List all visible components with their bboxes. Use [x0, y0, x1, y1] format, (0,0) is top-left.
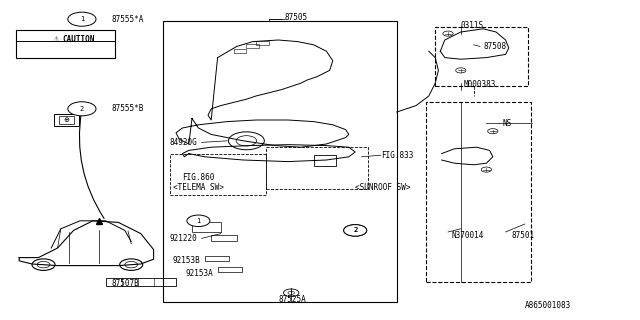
Text: ⊕: ⊕ [63, 117, 70, 123]
Bar [435, 27, 528, 86]
Bar [246, 44, 259, 48]
Bar [426, 102, 531, 282]
Bar [256, 41, 269, 45]
Text: 2: 2 [80, 106, 84, 112]
Text: 2: 2 [353, 228, 357, 233]
Text: <TELEMA SW>: <TELEMA SW> [173, 183, 223, 192]
Bar [106, 278, 176, 286]
Bar [170, 154, 266, 195]
Text: 0311S: 0311S [461, 21, 484, 30]
Circle shape [344, 225, 367, 236]
Circle shape [344, 225, 367, 236]
Text: 92153A: 92153A [186, 269, 213, 278]
Text: 87501: 87501 [512, 231, 535, 240]
Text: ⚠: ⚠ [53, 35, 60, 44]
Text: M000383: M000383 [464, 80, 497, 89]
Text: 87505: 87505 [285, 13, 308, 22]
Text: 87507B: 87507B [112, 279, 140, 288]
Text: 87525A: 87525A [278, 295, 306, 304]
Circle shape [68, 12, 96, 26]
Bar [16, 30, 115, 58]
Circle shape [120, 259, 143, 270]
Bar [205, 256, 229, 261]
Text: <SUNROOF SW>: <SUNROOF SW> [355, 183, 411, 192]
Circle shape [32, 259, 55, 270]
Bar [266, 147, 368, 189]
Text: 87555*B: 87555*B [112, 104, 145, 113]
Text: 87555*A: 87555*A [112, 15, 145, 24]
Bar [163, 21, 397, 302]
Text: 2: 2 [353, 228, 357, 233]
Bar [59, 116, 74, 124]
Text: N370014: N370014 [451, 231, 484, 240]
Text: FIG.833: FIG.833 [381, 151, 413, 160]
Text: 1: 1 [80, 16, 84, 22]
Text: A865001083: A865001083 [525, 301, 571, 310]
Text: 1: 1 [196, 218, 200, 224]
Text: FIG.860: FIG.860 [182, 173, 215, 182]
Bar [211, 235, 237, 241]
Bar [314, 155, 336, 166]
Bar [218, 267, 242, 272]
Text: CAUTION: CAUTION [63, 35, 95, 44]
Bar [192, 222, 221, 232]
Circle shape [68, 102, 96, 116]
Text: 87508: 87508 [483, 42, 506, 51]
Text: NS: NS [502, 119, 511, 128]
Bar [234, 49, 246, 53]
Text: 921220: 921220 [170, 234, 197, 243]
Bar [54, 114, 79, 126]
Text: 84920G: 84920G [170, 138, 197, 147]
Text: 92153B: 92153B [173, 256, 200, 265]
Circle shape [187, 215, 210, 227]
